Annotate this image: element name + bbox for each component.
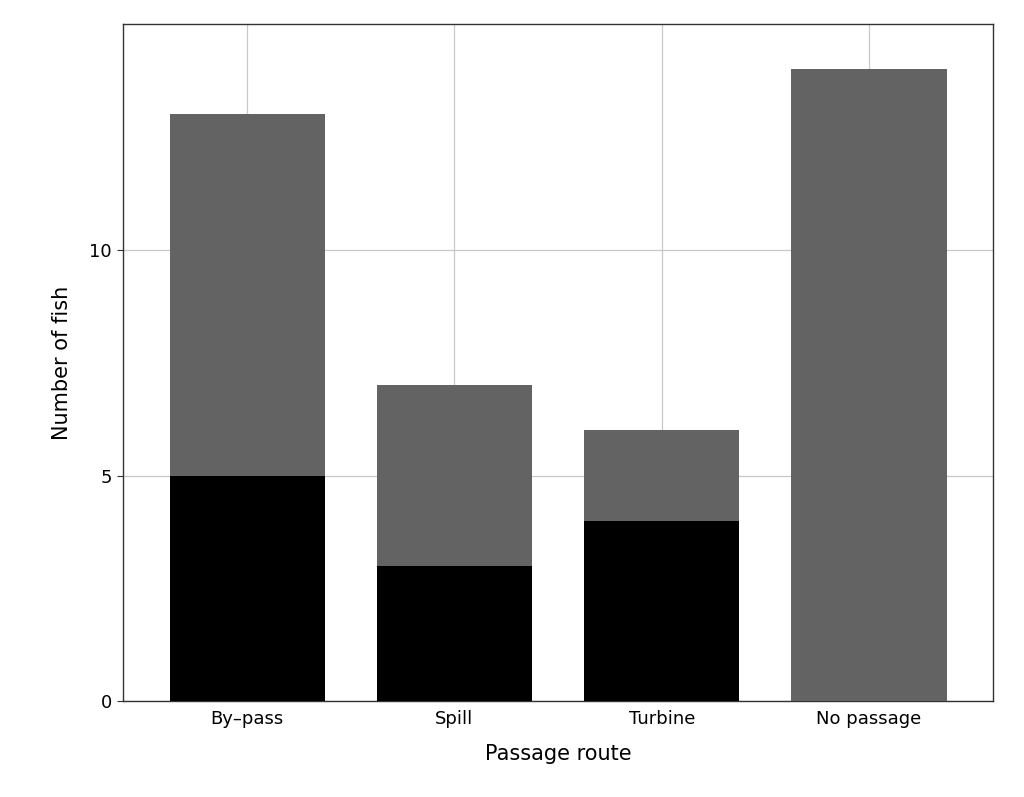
Bar [170, 114, 325, 476]
X-axis label: Passage route: Passage route [484, 744, 632, 764]
Bar [377, 385, 532, 566]
Y-axis label: Number of fish: Number of fish [52, 285, 73, 440]
Bar [170, 476, 325, 701]
Bar [377, 566, 532, 701]
Bar [584, 520, 739, 701]
Bar [584, 430, 739, 520]
Bar [792, 69, 946, 701]
